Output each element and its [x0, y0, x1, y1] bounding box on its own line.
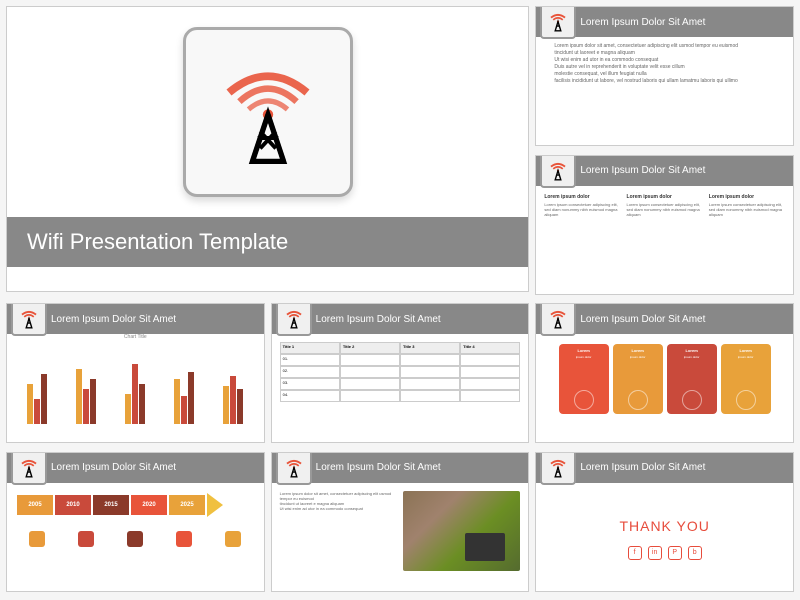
title-bar: Wifi Presentation Template — [7, 217, 528, 267]
info-cards: Loremipsum dolorLoremipsum dolorLoremips… — [536, 334, 793, 424]
wifi-icon — [11, 452, 47, 485]
wifi-icon — [11, 303, 47, 336]
slide-timeline: Lorem Ipsum Dolor Sit Amet 2005201020152… — [6, 452, 265, 592]
wifi-icon — [540, 303, 576, 336]
header-title: Lorem Ipsum Dolor Sit Amet — [51, 462, 176, 473]
data-table: Title 1Title 2Title 3Title 401.02.03.04. — [272, 334, 529, 410]
slide-bullets: Lorem Ipsum Dolor Sit Amet Lorem ipsum d… — [535, 6, 794, 146]
header-title: Lorem Ipsum Dolor Sit Amet — [580, 17, 705, 28]
timeline-dots — [7, 527, 264, 551]
slide-columns: Lorem Ipsum Dolor Sit Amet Lorem ipsum d… — [535, 155, 794, 295]
slide-table: Lorem Ipsum Dolor Sit Amet Title 1Title … — [271, 303, 530, 443]
three-columns: Lorem ipsum dolorLorem ipsum consectetue… — [536, 186, 793, 226]
slide-title: Wifi Presentation Template — [6, 6, 529, 292]
header-title: Lorem Ipsum Dolor Sit Amet — [316, 314, 441, 325]
image-placeholder — [403, 491, 520, 571]
thank-you-text: THANK YOU — [536, 518, 793, 534]
header-title: Lorem Ipsum Dolor Sit Amet — [580, 314, 705, 325]
slide-chart: Lorem Ipsum Dolor Sit Amet Chart Title — [6, 303, 265, 443]
header-title: Lorem Ipsum Dolor Sit Amet — [580, 165, 705, 176]
bullet-list: Lorem ipsum dolor sit amet, consectetuer… — [536, 37, 793, 91]
wifi-main-icon — [183, 27, 353, 197]
slide-infographic: Lorem Ipsum Dolor Sit Amet Loremipsum do… — [535, 303, 794, 443]
header-title: Lorem Ipsum Dolor Sit Amet — [316, 462, 441, 473]
slide-image: Lorem Ipsum Dolor Sit Amet Lorem ipsum d… — [271, 452, 530, 592]
wifi-icon — [540, 155, 576, 188]
header-title: Lorem Ipsum Dolor Sit Amet — [580, 462, 705, 473]
image-text: Lorem ipsum dolor sit amet, consectetuer… — [280, 491, 397, 571]
wifi-icon — [540, 452, 576, 485]
main-title: Wifi Presentation Template — [27, 229, 288, 255]
wifi-icon — [276, 303, 312, 336]
timeline: 20052010201520202025 — [7, 483, 264, 527]
slide-thankyou: Lorem Ipsum Dolor Sit Amet THANK YOU fin… — [535, 452, 794, 592]
bar-chart — [7, 342, 264, 432]
wifi-icon — [276, 452, 312, 485]
wifi-icon — [540, 6, 576, 39]
header-title: Lorem Ipsum Dolor Sit Amet — [51, 314, 176, 325]
social-icons: finPb — [536, 546, 793, 560]
